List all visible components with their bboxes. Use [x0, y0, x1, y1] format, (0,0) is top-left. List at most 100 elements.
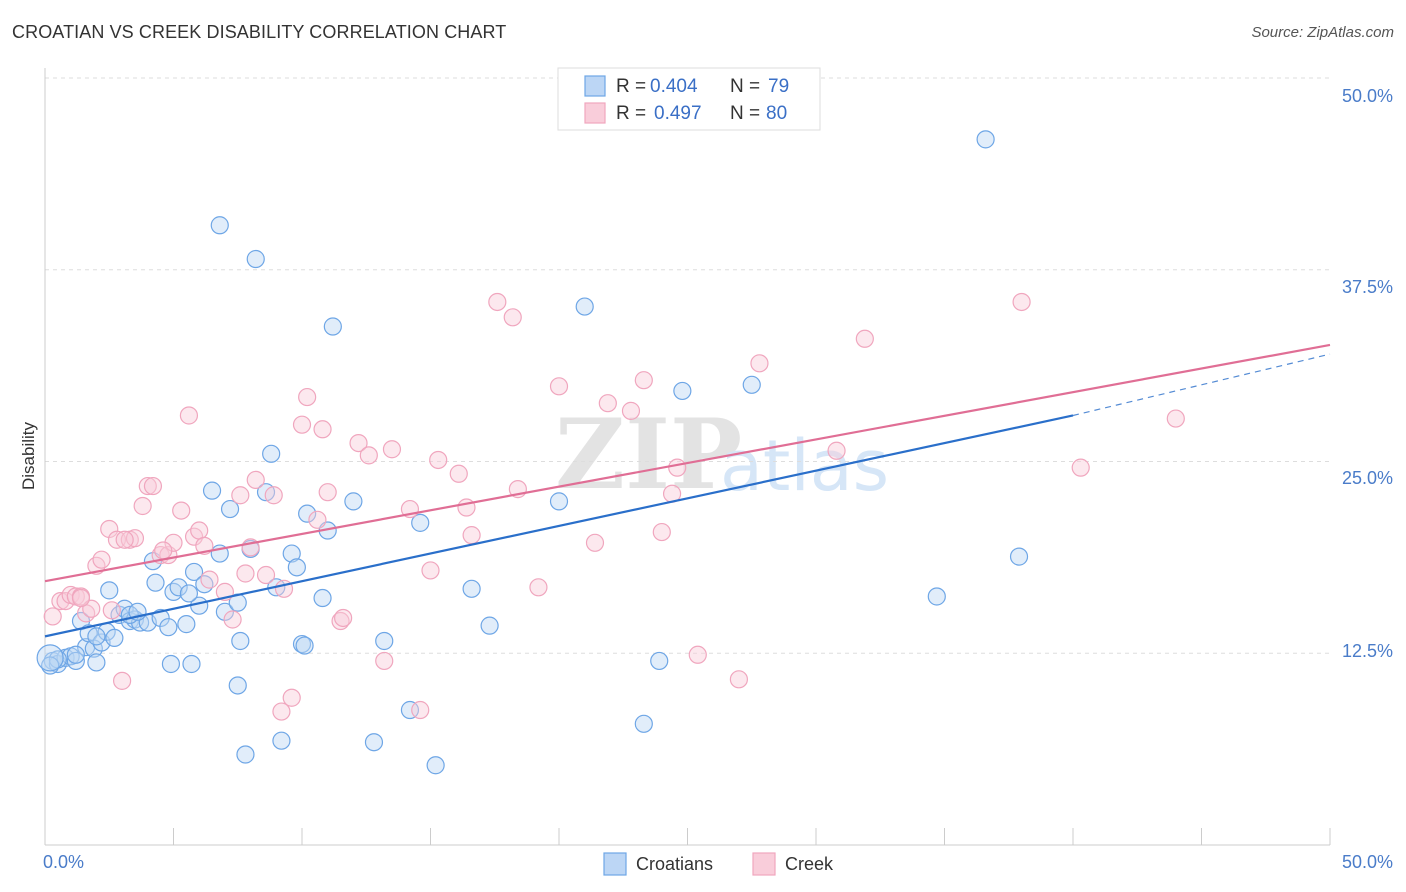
croatians-point-21	[146, 573, 165, 592]
creek-point-27	[223, 610, 242, 629]
creek-point-48	[429, 450, 448, 470]
croatians-point-76	[634, 714, 653, 733]
creek-point-40	[331, 611, 350, 631]
creek-point-66	[750, 354, 769, 373]
croatians-point-68	[66, 645, 85, 664]
legend-n-value-creek: 80	[766, 103, 787, 124]
croatians-point-61	[673, 381, 692, 401]
y-tick-label-12-5: 12.5%	[1342, 641, 1393, 661]
bottom-legend-label-creek: Creek	[785, 854, 834, 874]
creek-point-36	[298, 387, 317, 407]
croatians-point-52	[375, 631, 394, 651]
croatians-point-25	[169, 578, 188, 597]
creek-point-78	[102, 601, 121, 620]
croatians-point-47	[313, 588, 332, 608]
creek-point-32	[264, 486, 283, 505]
croatians-point-71	[228, 676, 247, 695]
legend-swatch-creek	[584, 102, 606, 124]
creek-point-43	[375, 651, 394, 671]
chart-title: CROATIAN VS CREEK DISABILITY CORRELATION…	[12, 22, 507, 42]
creek-point-76	[334, 608, 353, 628]
creek-point-12	[112, 671, 132, 690]
y-axis-label: Disability	[19, 421, 38, 490]
croatians-point-53	[400, 700, 420, 720]
creek-point-77	[71, 588, 91, 608]
creek-point-56	[549, 377, 569, 396]
creek-point-59	[621, 401, 641, 420]
croatians-point-60	[650, 651, 669, 671]
croatians-trend-line	[44, 414, 1074, 638]
croatians-point-33	[220, 499, 240, 519]
croatians-point-49	[323, 317, 342, 336]
creek-point-35	[292, 415, 312, 434]
croatians-point-9	[87, 653, 106, 672]
creek-point-42	[359, 446, 378, 465]
creek-point-21	[172, 501, 191, 520]
bottom-legend-swatch-croatians	[603, 852, 627, 876]
creek-point-52	[488, 292, 507, 312]
legend-n-label-creek: N =	[730, 103, 760, 124]
creek-point-34	[282, 688, 301, 707]
croatians-point-43	[282, 544, 301, 563]
creek-point-44	[382, 440, 402, 459]
croatians-point-27	[184, 562, 204, 582]
legend-n-label-croatians: N =	[730, 76, 760, 97]
croatians-point-44	[287, 558, 306, 577]
croatians-point-4	[66, 651, 85, 671]
croatians-point-55	[426, 756, 445, 775]
croatians-point-46	[298, 504, 317, 523]
creek-point-47	[421, 561, 440, 580]
creek-point-17	[143, 476, 163, 496]
creek-point-63	[668, 458, 687, 477]
legend-n-value-croatians: 79	[768, 76, 789, 97]
creek-point-28	[231, 486, 250, 505]
creek-point-64	[688, 645, 707, 664]
croatians-point-50	[344, 492, 363, 511]
croatians-point-38	[246, 249, 265, 269]
croatians-point-73	[182, 654, 201, 674]
croatians-point-23	[159, 618, 178, 637]
croatians-point-57	[480, 616, 499, 635]
creek-point-58	[598, 394, 617, 413]
creek-point-16	[138, 476, 157, 496]
creek-point-73	[154, 541, 173, 560]
x-tick-label-50: 50.0%	[1342, 852, 1393, 872]
x-tick-label-0: 0.0%	[43, 852, 84, 872]
creek-point-9	[92, 550, 111, 569]
creek-point-68	[855, 329, 874, 348]
gridlines	[45, 77, 1330, 654]
croatians-point-30	[202, 481, 222, 500]
creek-point-57	[585, 533, 605, 552]
creek-point-38	[313, 420, 332, 439]
croatians-point-63	[927, 587, 946, 606]
watermark-zip: ZIP	[555, 398, 742, 511]
correlation-legend: R = 0.404 N = 79 R = 0.497 N = 80	[557, 67, 821, 131]
legend-swatch-croatians	[584, 75, 606, 97]
croatians-point-13	[105, 628, 124, 648]
x-axis-ticks	[44, 828, 1331, 845]
croatians-point-58	[549, 492, 569, 511]
croatians-point-36	[236, 745, 255, 764]
creek-point-55	[529, 578, 548, 597]
legend-r-value-croatians: 0.404	[650, 76, 698, 97]
creek-trend-line	[44, 343, 1331, 583]
bottom-legend-label-croatians: Croatians	[636, 854, 713, 874]
croatians-point-18	[130, 613, 150, 632]
creek-points	[43, 292, 1185, 721]
creek-point-11	[107, 530, 127, 549]
croatians-point-75	[295, 636, 314, 655]
creek-point-74	[115, 530, 134, 549]
croatians-point-26	[177, 615, 196, 634]
creek-point-39	[318, 483, 337, 502]
creek-point-61	[652, 522, 671, 542]
creek-point-53	[503, 308, 522, 327]
croatians-point-56	[462, 579, 481, 598]
watermark-atlas: atlas	[720, 425, 889, 507]
series-legend: Croatians Creek	[603, 852, 834, 876]
y-tick-label-37-5: 37.5%	[1342, 277, 1393, 297]
creek-point-69	[1012, 292, 1031, 312]
creek-point-15	[133, 496, 152, 516]
creek-point-30	[246, 470, 265, 490]
croatians-point-74	[179, 584, 199, 603]
